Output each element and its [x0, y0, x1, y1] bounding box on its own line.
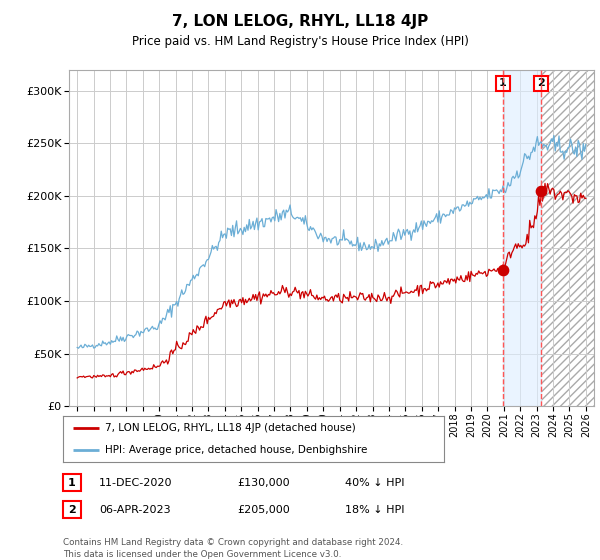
Point: [498, 265, 508, 274]
Point: [536, 186, 546, 195]
Text: 1: 1: [68, 478, 76, 488]
Text: 18% ↓ HPI: 18% ↓ HPI: [345, 505, 404, 515]
Text: 1: 1: [499, 78, 507, 88]
Text: 11-DEC-2020: 11-DEC-2020: [99, 478, 173, 488]
Text: £130,000: £130,000: [237, 478, 290, 488]
Text: Price paid vs. HM Land Registry's House Price Index (HPI): Price paid vs. HM Land Registry's House …: [131, 35, 469, 48]
Text: 06-APR-2023: 06-APR-2023: [99, 505, 170, 515]
Bar: [503, 70, 541, 406]
Text: 7, LON LELOG, RHYL, LL18 4JP: 7, LON LELOG, RHYL, LL18 4JP: [172, 14, 428, 29]
Bar: [541, 70, 594, 406]
Text: 2: 2: [537, 78, 545, 88]
Text: £205,000: £205,000: [237, 505, 290, 515]
Text: Contains HM Land Registry data © Crown copyright and database right 2024.
This d: Contains HM Land Registry data © Crown c…: [63, 538, 403, 559]
Text: 2: 2: [68, 505, 76, 515]
Text: 40% ↓ HPI: 40% ↓ HPI: [345, 478, 404, 488]
Text: 7, LON LELOG, RHYL, LL18 4JP (detached house): 7, LON LELOG, RHYL, LL18 4JP (detached h…: [105, 423, 356, 433]
Text: HPI: Average price, detached house, Denbighshire: HPI: Average price, detached house, Denb…: [105, 445, 367, 455]
